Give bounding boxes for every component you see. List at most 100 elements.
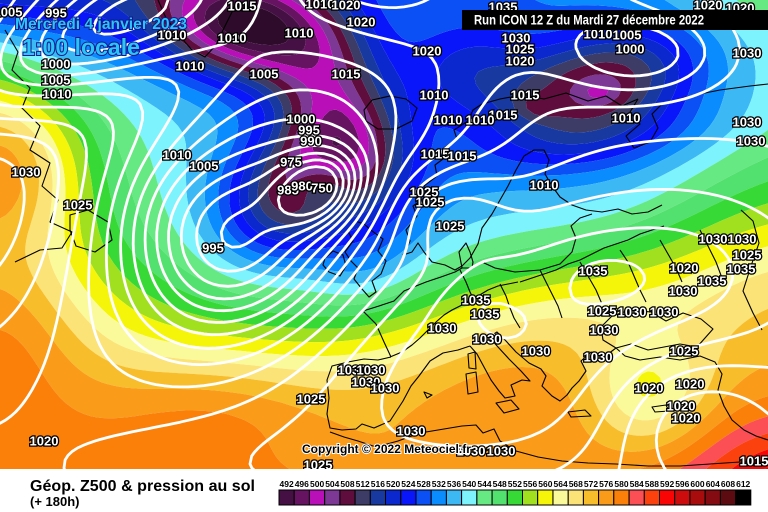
svg-text:1020: 1020	[413, 44, 442, 59]
svg-text:600: 600	[690, 479, 704, 489]
svg-text:1010: 1010	[158, 28, 187, 43]
svg-text:1030: 1030	[12, 165, 41, 180]
svg-text:1030: 1030	[352, 375, 381, 390]
svg-text:1030: 1030	[473, 332, 502, 347]
svg-text:1030: 1030	[428, 321, 457, 336]
svg-text:1010: 1010	[163, 148, 192, 163]
svg-text:516: 516	[371, 479, 385, 489]
svg-text:1025: 1025	[670, 344, 699, 359]
svg-text:1025: 1025	[733, 248, 762, 263]
svg-text:1020: 1020	[506, 54, 535, 69]
svg-text:1030: 1030	[522, 344, 551, 359]
svg-text:Copyright © 2022 Meteociel.fr: Copyright © 2022 Meteociel.fr	[302, 442, 471, 456]
svg-text:1000: 1000	[287, 112, 316, 127]
svg-text:1010: 1010	[176, 59, 205, 74]
svg-text:1010: 1010	[43, 87, 72, 102]
svg-text:1020: 1020	[672, 411, 701, 426]
svg-text:572: 572	[584, 479, 598, 489]
svg-text:540: 540	[462, 479, 476, 489]
svg-text:1025: 1025	[410, 185, 439, 200]
svg-text:1025: 1025	[436, 219, 465, 234]
svg-text:1030: 1030	[338, 363, 367, 378]
svg-text:1020: 1020	[332, 0, 361, 13]
svg-text:508: 508	[340, 479, 354, 489]
svg-text:1035: 1035	[579, 264, 608, 279]
svg-text:1025: 1025	[588, 304, 617, 319]
svg-text:1025: 1025	[304, 458, 333, 473]
svg-text:Géop. Z500 & pression au sol: Géop. Z500 & pression au sol	[30, 478, 255, 495]
svg-text:975: 975	[280, 155, 302, 170]
svg-text:1015: 1015	[740, 454, 768, 469]
svg-text:980: 980	[291, 179, 313, 194]
svg-text:1030: 1030	[669, 284, 698, 299]
svg-text:1030: 1030	[371, 381, 400, 396]
svg-text:990: 990	[300, 134, 322, 149]
svg-text:1030: 1030	[357, 363, 386, 378]
svg-text:504: 504	[325, 479, 339, 489]
svg-text:1035: 1035	[698, 274, 727, 289]
svg-text:1020: 1020	[676, 377, 705, 392]
svg-text:1010: 1010	[466, 113, 495, 128]
svg-text:1035: 1035	[727, 262, 756, 277]
svg-text:1005: 1005	[0, 5, 22, 20]
svg-text:1035: 1035	[471, 307, 500, 322]
svg-text:(+ 180h): (+ 180h)	[30, 494, 80, 509]
svg-text:1010: 1010	[285, 26, 314, 41]
svg-text:1010: 1010	[306, 0, 335, 12]
svg-text:524: 524	[401, 479, 415, 489]
svg-text:1030: 1030	[650, 305, 679, 320]
svg-text:1035: 1035	[462, 293, 491, 308]
svg-text:1000: 1000	[616, 42, 645, 57]
svg-text:536: 536	[447, 479, 461, 489]
svg-text:1030: 1030	[737, 134, 766, 149]
svg-text:496: 496	[295, 479, 309, 489]
svg-text:1030: 1030	[699, 232, 728, 247]
svg-text:1030: 1030	[733, 115, 762, 130]
svg-text:588: 588	[645, 479, 659, 489]
svg-text:1015: 1015	[448, 149, 477, 164]
svg-text:612: 612	[736, 479, 750, 489]
svg-text:512: 512	[356, 479, 370, 489]
svg-text:528: 528	[417, 479, 431, 489]
svg-text:995: 995	[298, 123, 320, 138]
svg-text:1020: 1020	[347, 15, 376, 30]
svg-text:1025: 1025	[297, 392, 326, 407]
svg-text:592: 592	[660, 479, 674, 489]
svg-text:1010: 1010	[434, 113, 463, 128]
svg-text:544: 544	[477, 479, 491, 489]
svg-text:1:00 locale: 1:00 locale	[22, 34, 140, 60]
svg-text:1010: 1010	[612, 111, 641, 126]
svg-text:1025: 1025	[416, 195, 445, 210]
svg-text:492: 492	[280, 479, 294, 489]
svg-text:596: 596	[675, 479, 689, 489]
svg-text:1005: 1005	[42, 73, 71, 88]
svg-text:1030: 1030	[584, 350, 613, 365]
svg-text:1025: 1025	[506, 42, 535, 57]
svg-text:1020: 1020	[635, 381, 664, 396]
svg-text:564: 564	[554, 479, 568, 489]
svg-text:500: 500	[310, 479, 324, 489]
svg-text:1030: 1030	[457, 444, 486, 459]
svg-text:580: 580	[614, 479, 628, 489]
svg-text:1025: 1025	[64, 198, 93, 213]
svg-text:532: 532	[432, 479, 446, 489]
svg-text:552: 552	[508, 479, 522, 489]
svg-text:1020: 1020	[30, 434, 59, 449]
svg-text:995: 995	[202, 241, 224, 256]
svg-text:1000: 1000	[42, 57, 71, 72]
svg-text:1010: 1010	[218, 31, 247, 46]
svg-text:1030: 1030	[590, 323, 619, 338]
svg-text:520: 520	[386, 479, 400, 489]
svg-text:1005: 1005	[190, 159, 219, 174]
svg-text:1015: 1015	[332, 67, 361, 82]
svg-text:1030: 1030	[397, 424, 426, 439]
svg-text:Mercredi 4 janvier 2023: Mercredi 4 janvier 2023	[15, 16, 187, 33]
svg-text:1030: 1030	[487, 444, 516, 459]
svg-text:1015: 1015	[421, 147, 450, 162]
svg-text:1030: 1030	[728, 232, 757, 247]
svg-text:1010: 1010	[420, 88, 449, 103]
svg-text:608: 608	[721, 479, 735, 489]
svg-text:576: 576	[599, 479, 613, 489]
svg-text:995: 995	[45, 6, 67, 21]
svg-text:Run ICON 12 Z du Mardi 27 déce: Run ICON 12 Z du Mardi 27 décembre 2022	[474, 12, 704, 28]
